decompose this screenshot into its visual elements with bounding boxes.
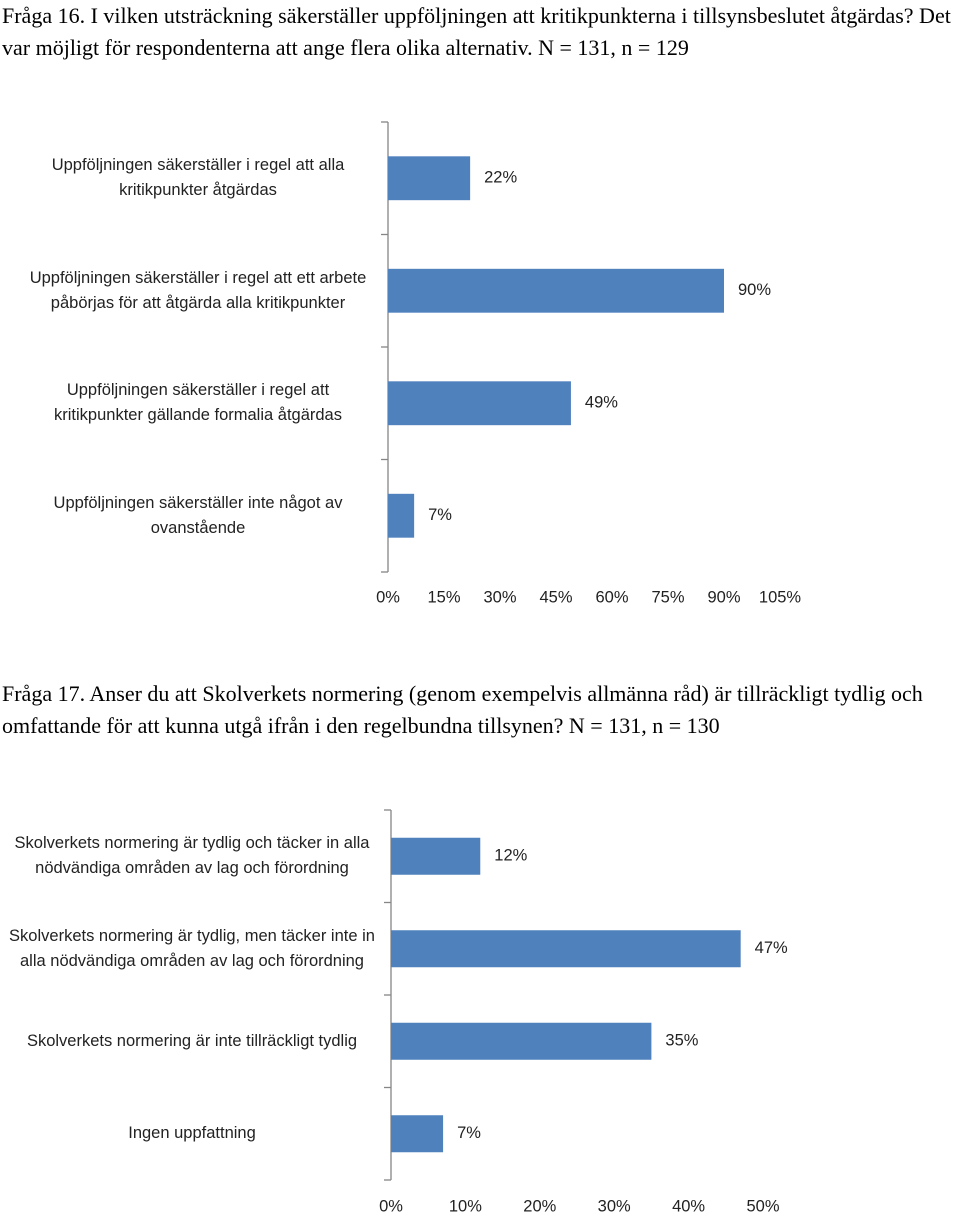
- x-tick-label: 50%: [746, 1197, 779, 1215]
- question: Fråga 16. I vilken utsträckning säkerstä…: [2, 3, 951, 60]
- value-label: 12%: [494, 847, 527, 865]
- x-tick-label: 20%: [523, 1197, 556, 1215]
- x-tick-label: 75%: [651, 588, 684, 606]
- category-label: Uppföljningen säkerställer i regel att k…: [54, 381, 342, 425]
- category-label: Uppföljningen säkerställer inte något av…: [53, 493, 343, 537]
- category-label: Skolverkets normering är tydlig, men täc…: [9, 926, 375, 970]
- category-label: Ingen uppfattning: [128, 1124, 256, 1143]
- bar: [391, 930, 741, 968]
- x-tick-label: 0%: [379, 1197, 403, 1215]
- value-label: 90%: [738, 281, 771, 299]
- x-tick-label: 105%: [759, 588, 802, 606]
- category-label: Uppföljningen säkerställer i regel att e…: [29, 268, 367, 312]
- value-label: 7%: [428, 506, 452, 524]
- category-label: Uppföljningen säkerställer i regel att a…: [51, 156, 345, 200]
- bar: [391, 1022, 652, 1060]
- bar: [388, 493, 415, 538]
- value-label: 35%: [665, 1032, 698, 1050]
- value-label: 49%: [585, 394, 618, 412]
- bar: [388, 156, 471, 201]
- x-tick-label: 60%: [595, 588, 628, 606]
- x-tick-label: 30%: [598, 1197, 631, 1215]
- x-tick-label: 0%: [376, 588, 400, 606]
- bar: [391, 837, 481, 875]
- bar: [388, 381, 571, 426]
- category-label: Skolverkets normering är tydlig och täck…: [14, 834, 370, 878]
- category-label: Skolverkets normering är inte tillräckli…: [26, 1031, 358, 1050]
- value-label: 22%: [484, 169, 517, 187]
- x-tick-label: 30%: [483, 588, 516, 606]
- value-label: 47%: [755, 939, 788, 957]
- x-tick-label: 40%: [672, 1197, 705, 1215]
- x-tick-label: 15%: [427, 588, 460, 606]
- bar: [391, 1115, 444, 1153]
- question: Fråga 17. Anser du att Skolverkets norme…: [2, 681, 923, 738]
- bar: [388, 268, 724, 313]
- value-label: 7%: [457, 1124, 481, 1142]
- x-tick-label: 10%: [449, 1197, 482, 1215]
- x-tick-label: 45%: [539, 588, 572, 606]
- x-tick-label: 90%: [707, 588, 740, 606]
